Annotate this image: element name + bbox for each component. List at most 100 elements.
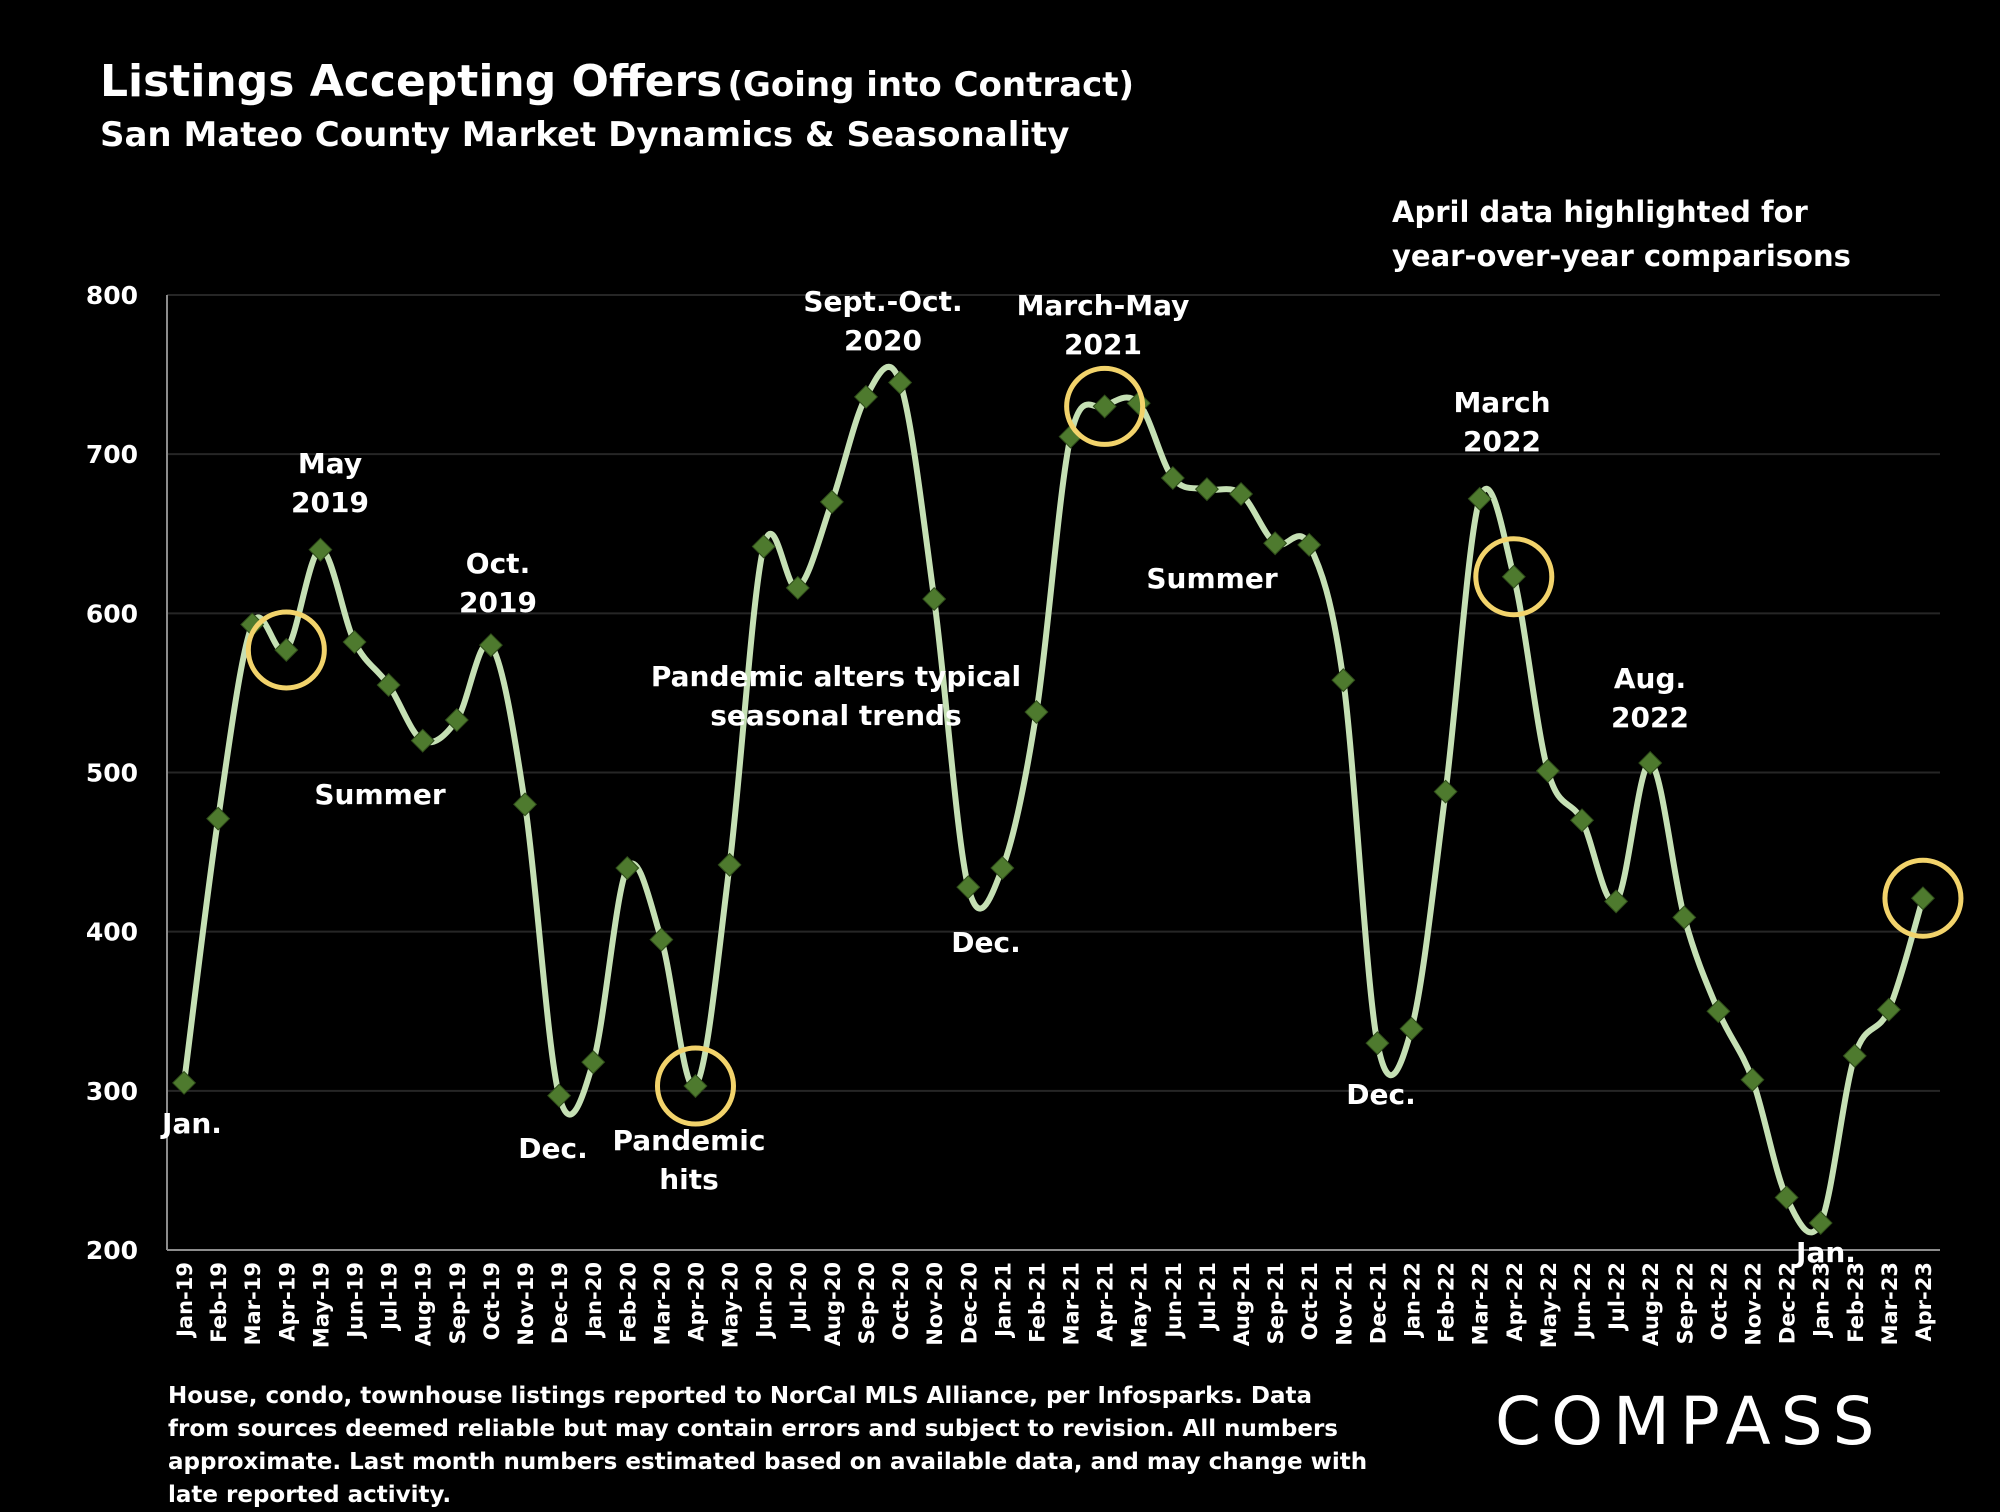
x-tick-label: Oct-21 (1298, 1262, 1322, 1340)
annotation-pandemic-hits: Pandemic hits (612, 1124, 765, 1196)
x-tick-label: May-21 (1128, 1262, 1152, 1348)
data-point (1024, 699, 1049, 725)
gridlines (167, 294, 1940, 1092)
data-points (172, 370, 1935, 1235)
x-tick-label: Dec-19 (548, 1262, 572, 1344)
y-tick-label: 600 (86, 599, 138, 628)
x-tick-label: Mar-22 (1469, 1262, 1493, 1345)
x-tick-label: Mar-21 (1060, 1262, 1084, 1345)
x-axis: Jan-19 Feb-19 Mar-19 Apr-19 May-19 Jun-19 Jul-… (173, 1262, 1936, 1348)
data-point (1774, 1185, 1799, 1210)
x-tick-label: Sep-22 (1673, 1262, 1697, 1344)
x-tick-label: Jun-21 (1162, 1262, 1186, 1340)
data-point (240, 612, 265, 637)
data-point (512, 792, 538, 817)
chart-title: Listings Accepting Offers (100, 56, 723, 107)
footnote: House, condo, townhouse listings reporte… (168, 1383, 1368, 1508)
highlight-note-line-1: April data highlighted for (1392, 195, 1808, 229)
y-tick-label: 400 (86, 918, 138, 947)
x-tick-label: Feb-20 (616, 1262, 640, 1343)
data-point (1672, 905, 1697, 930)
line-chart: 200 300 400 500 600 700 800 Jan-19 Feb-19 Mar-19… (86, 281, 1964, 1348)
x-tick-label: Aug-20 (821, 1262, 845, 1346)
data-point (1365, 1031, 1390, 1056)
x-tick-label: Mar-20 (650, 1262, 674, 1345)
data-point (1092, 394, 1117, 419)
y-tick-label: 200 (86, 1236, 138, 1265)
x-tick-label: Jan-21 (991, 1262, 1015, 1339)
data-point (206, 806, 231, 831)
data-point (956, 875, 981, 900)
april-highlight-ring (245, 609, 327, 691)
x-tick-label: May-20 (719, 1262, 743, 1348)
x-tick-label: Jan-20 (582, 1262, 606, 1339)
y-tick-label: 700 (86, 440, 138, 469)
data-point (1297, 532, 1322, 557)
data-point (1160, 466, 1185, 491)
data-point (1706, 999, 1731, 1024)
x-tick-label: Feb-22 (1435, 1262, 1459, 1343)
x-tick-label: Mar-23 (1878, 1262, 1902, 1345)
x-tick-label: Apr-20 (684, 1262, 708, 1342)
x-tick-label: Jul-19 (378, 1262, 402, 1332)
data-point (1229, 481, 1254, 506)
y-axis: 200 300 400 500 600 700 800 (86, 281, 1940, 1265)
annotation-summer-2021: Summer (1146, 562, 1277, 595)
data-point (1842, 1043, 1867, 1068)
x-tick-label: Aug-19 (412, 1262, 436, 1346)
y-tick-label: 800 (86, 281, 138, 310)
x-tick-label: Nov-19 (514, 1262, 538, 1346)
x-tick-label: Apr-21 (1094, 1262, 1118, 1342)
data-point (478, 633, 503, 658)
x-tick-label: Sep-21 (1264, 1262, 1288, 1344)
data-point (1535, 758, 1560, 783)
data-point (274, 637, 299, 662)
data-point (1638, 750, 1663, 775)
x-tick-label: Jul-21 (1196, 1262, 1220, 1332)
data-point (922, 586, 947, 612)
data-point (1467, 486, 1492, 511)
x-tick-label: Feb-23 (1844, 1262, 1868, 1343)
data-point (751, 534, 776, 559)
annotation-dec-2019: Dec. (518, 1132, 587, 1165)
april-highlight-ring (1064, 365, 1146, 447)
x-tick-label: Mar-19 (241, 1262, 265, 1345)
data-point (410, 728, 435, 753)
data-point (342, 629, 367, 655)
x-tick-label: Jan-19 (173, 1262, 197, 1339)
x-tick-label: Jul-22 (1605, 1262, 1629, 1332)
x-tick-label: Apr-22 (1503, 1262, 1527, 1342)
title-block: Listings Accepting Offers (Going into Co… (100, 56, 1134, 155)
data-point (1808, 1210, 1833, 1235)
data-point (853, 384, 878, 409)
x-tick-label: Apr-23 (1912, 1262, 1936, 1342)
data-point (1910, 886, 1935, 911)
annotation-dec-2021: Dec. (1346, 1078, 1415, 1111)
annotations: Jan. May 2019 Summer Oct. 2019 Dec. Pandemic hit… (160, 285, 1856, 1269)
x-tick-label: Jun-20 (753, 1262, 777, 1340)
annotation-dec-2020: Dec. (951, 926, 1020, 959)
data-point (581, 1050, 606, 1075)
data-point (376, 672, 401, 697)
data-point (717, 852, 742, 877)
x-tick-label: Sep-20 (855, 1262, 879, 1344)
highlight-note-line-2: year-over-year comparisons (1392, 239, 1851, 273)
data-point (1604, 889, 1629, 914)
highlight-note: April data highlighted for year-over-yea… (1392, 190, 1912, 278)
data-point (819, 489, 844, 514)
x-tick-label: Jan-22 (1401, 1262, 1425, 1339)
data-point (785, 575, 810, 600)
x-tick-label: Oct-22 (1707, 1262, 1731, 1340)
data-point (547, 1083, 572, 1108)
annotation-jan-2019: Jan. (160, 1107, 222, 1140)
annotation-jan-2023: Jan. (1794, 1236, 1856, 1269)
data-point (1876, 997, 1901, 1022)
x-tick-label: Nov-22 (1741, 1262, 1765, 1346)
x-tick-label: Nov-20 (923, 1262, 947, 1346)
x-tick-label: Dec-22 (1776, 1262, 1800, 1344)
data-point (1433, 779, 1458, 804)
x-tick-label: Nov-21 (1332, 1262, 1356, 1346)
annotation-march-may-2021: March-May 2021 (1017, 289, 1190, 361)
data-point (1501, 564, 1526, 589)
y-tick-label: 300 (86, 1077, 138, 1106)
